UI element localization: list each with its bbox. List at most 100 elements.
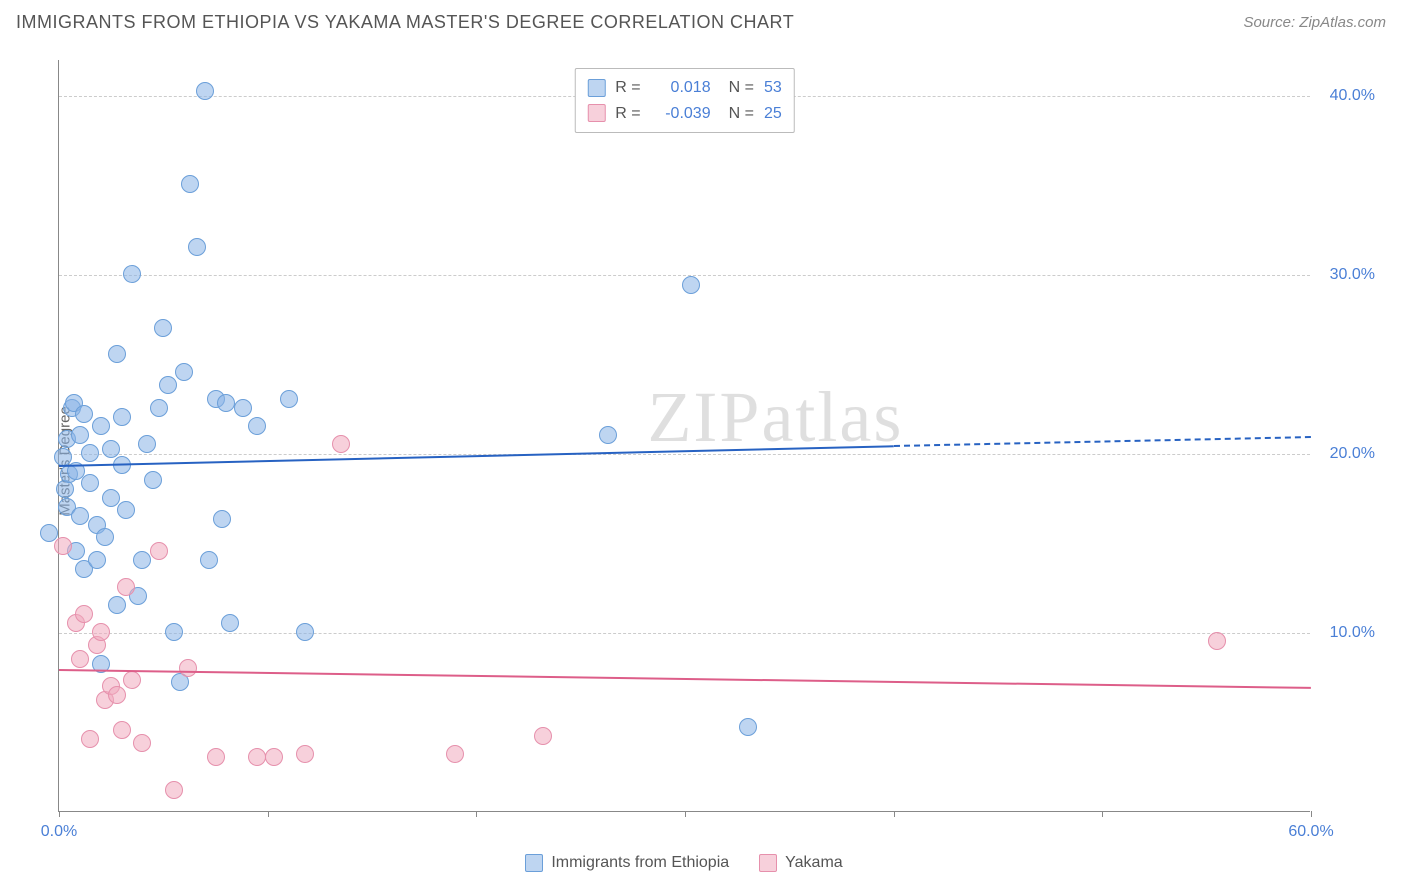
- x-tick-label-left: 0.0%: [41, 823, 77, 841]
- data-point: [123, 671, 141, 689]
- data-point: [265, 748, 283, 766]
- data-point: [188, 238, 206, 256]
- data-point: [108, 686, 126, 704]
- data-point: [154, 319, 172, 337]
- data-point: [117, 578, 135, 596]
- x-tick: [268, 811, 269, 817]
- data-point: [165, 623, 183, 641]
- data-point: [159, 376, 177, 394]
- legend-n-value: 25: [764, 101, 782, 127]
- x-tick: [476, 811, 477, 817]
- legend-r-value: -0.039: [651, 101, 711, 127]
- x-tick: [1311, 811, 1312, 817]
- trend-line: [59, 669, 1311, 689]
- data-point: [248, 748, 266, 766]
- y-tick-label: 20.0%: [1330, 445, 1375, 463]
- swatch-icon: [587, 79, 605, 97]
- data-point: [81, 444, 99, 462]
- data-point: [200, 551, 218, 569]
- data-point: [296, 623, 314, 641]
- data-point: [599, 426, 617, 444]
- chart-container: Master's Degree ZIPatlas 10.0%20.0%30.0%…: [16, 50, 1390, 872]
- data-point: [446, 745, 464, 763]
- gridline: [59, 454, 1310, 455]
- plot-area: ZIPatlas 10.0%20.0%30.0%40.0%0.0%60.0%R …: [58, 60, 1310, 812]
- data-point: [165, 781, 183, 799]
- data-point: [88, 551, 106, 569]
- data-point: [75, 605, 93, 623]
- data-point: [75, 405, 93, 423]
- data-point: [534, 727, 552, 745]
- data-point: [248, 417, 266, 435]
- data-point: [144, 471, 162, 489]
- data-point: [179, 659, 197, 677]
- data-point: [217, 394, 235, 412]
- legend-top-row: R = 0.018 N = 53: [587, 75, 781, 101]
- data-point: [54, 537, 72, 555]
- y-tick-label: 40.0%: [1330, 87, 1375, 105]
- chart-title: IMMIGRANTS FROM ETHIOPIA VS YAKAMA MASTE…: [16, 12, 794, 33]
- x-tick: [1102, 811, 1103, 817]
- legend-item-ethiopia: Immigrants from Ethiopia: [525, 854, 729, 872]
- data-point: [213, 510, 231, 528]
- data-point: [739, 718, 757, 736]
- legend-bottom: Immigrants from Ethiopia Yakama: [58, 854, 1310, 872]
- legend-label: Immigrants from Ethiopia: [551, 854, 729, 872]
- data-point: [181, 175, 199, 193]
- data-point: [108, 345, 126, 363]
- data-point: [175, 363, 193, 381]
- legend-item-yakama: Yakama: [759, 854, 843, 872]
- data-point: [123, 265, 141, 283]
- gridline: [59, 275, 1310, 276]
- data-point: [71, 426, 89, 444]
- data-point: [138, 435, 156, 453]
- chart-source: Source: ZipAtlas.com: [1243, 14, 1386, 31]
- data-point: [234, 399, 252, 417]
- x-tick: [59, 811, 60, 817]
- data-point: [196, 82, 214, 100]
- data-point: [81, 730, 99, 748]
- data-point: [113, 408, 131, 426]
- data-point: [71, 507, 89, 525]
- data-point: [150, 399, 168, 417]
- data-point: [96, 528, 114, 546]
- data-point: [332, 435, 350, 453]
- data-point: [92, 417, 110, 435]
- trend-line: [59, 445, 894, 467]
- y-tick-label: 10.0%: [1330, 624, 1375, 642]
- data-point: [117, 501, 135, 519]
- legend-n-value: 53: [764, 75, 782, 101]
- trend-line-dashed: [894, 436, 1311, 447]
- data-point: [150, 542, 168, 560]
- data-point: [1208, 632, 1226, 650]
- x-tick: [685, 811, 686, 817]
- data-point: [280, 390, 298, 408]
- chart-header: IMMIGRANTS FROM ETHIOPIA VS YAKAMA MASTE…: [0, 0, 1406, 43]
- data-point: [221, 614, 239, 632]
- data-point: [133, 734, 151, 752]
- data-point: [296, 745, 314, 763]
- legend-label: Yakama: [785, 854, 843, 872]
- swatch-icon: [525, 854, 543, 872]
- x-tick-label-right: 60.0%: [1288, 823, 1333, 841]
- legend-top-row: R = -0.039 N = 25: [587, 101, 781, 127]
- data-point: [102, 440, 120, 458]
- data-point: [92, 623, 110, 641]
- legend-r-label: R =: [615, 101, 640, 127]
- legend-r-label: R =: [615, 75, 640, 101]
- legend-top: R = 0.018 N = 53 R = -0.039 N = 25: [574, 68, 794, 133]
- gridline: [59, 633, 1310, 634]
- data-point: [71, 650, 89, 668]
- swatch-icon: [587, 104, 605, 122]
- x-tick: [894, 811, 895, 817]
- data-point: [81, 474, 99, 492]
- legend-r-value: 0.018: [651, 75, 711, 101]
- legend-n-label: N =: [729, 101, 754, 127]
- data-point: [133, 551, 151, 569]
- data-point: [682, 276, 700, 294]
- swatch-icon: [759, 854, 777, 872]
- data-point: [113, 721, 131, 739]
- data-point: [108, 596, 126, 614]
- data-point: [207, 748, 225, 766]
- legend-n-label: N =: [729, 75, 754, 101]
